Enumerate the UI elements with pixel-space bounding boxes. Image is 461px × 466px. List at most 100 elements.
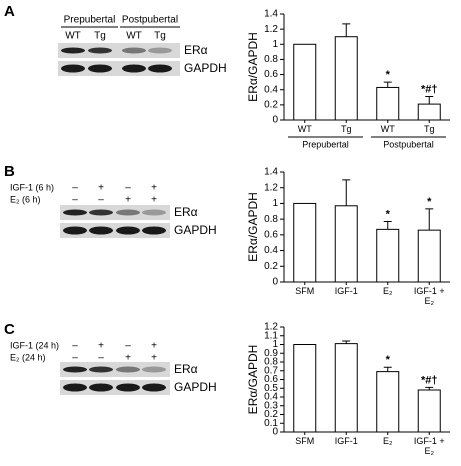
- blot-band: [148, 64, 172, 73]
- error-bar: [425, 386, 434, 390]
- sign: +: [151, 183, 157, 194]
- bar: [376, 371, 400, 433]
- sign: –: [98, 353, 104, 364]
- significance: *: [427, 196, 432, 208]
- y-tick-label: 0.6: [264, 69, 278, 80]
- x-tick-label: IGF-1: [334, 286, 358, 296]
- error-bar: [383, 221, 392, 230]
- blot-band: [63, 383, 87, 392]
- error-bar: [342, 23, 351, 37]
- sign: +: [98, 183, 104, 194]
- y-tick-label: 0.1: [264, 418, 278, 429]
- lane-label: Tg: [94, 31, 106, 42]
- error-bar: [425, 208, 434, 231]
- blot-strip: [60, 380, 170, 395]
- blot-band: [122, 47, 146, 54]
- y-tick-label: 0.6: [264, 229, 278, 240]
- band-label: ERα: [174, 205, 198, 219]
- x-tick-label-box: IGF-1: [335, 436, 358, 446]
- blot-strip: [60, 223, 170, 238]
- x-tick-label-box: WT: [297, 124, 312, 134]
- y-tick-label: 0.8: [264, 357, 278, 368]
- error-bar: [383, 81, 392, 88]
- y-tick-label: 1.2: [264, 24, 278, 35]
- sign: –: [72, 341, 78, 352]
- sign: +: [125, 195, 131, 206]
- bar: [293, 202, 317, 283]
- x-tick-label-box: E₂: [383, 436, 393, 446]
- bar: [417, 389, 441, 433]
- blot-band: [142, 383, 166, 392]
- significance: *: [386, 208, 391, 220]
- blot-band: [63, 226, 87, 235]
- y-tick-label: 1.2: [264, 182, 278, 193]
- y-tick-label: 0.8: [264, 54, 278, 65]
- blot-header: Prepubertal: [64, 15, 116, 26]
- bar: [293, 344, 317, 433]
- band-label: ERα: [184, 43, 208, 57]
- sign: –: [125, 341, 131, 352]
- x-tick-label: IGF-1 + E₂: [413, 286, 445, 306]
- bar: [376, 86, 400, 121]
- bar: [334, 205, 358, 283]
- y-tick-label: 0.4: [264, 84, 278, 95]
- x-tick-label: SFM: [295, 436, 315, 446]
- lane-label: Tg: [154, 31, 166, 42]
- blot-band: [63, 366, 87, 373]
- blot-band: [142, 366, 166, 373]
- x-tick-label: E₂: [383, 286, 393, 296]
- x-tick-label-box: E₂: [383, 286, 393, 296]
- blot-band: [88, 64, 112, 73]
- y-tick-label: 0: [272, 427, 278, 438]
- y-axis-label: ERα/GAPDH: [246, 32, 260, 102]
- row-label: E₂ (6 h): [10, 194, 41, 204]
- blot-band: [63, 209, 87, 216]
- band-label: GAPDH: [174, 223, 217, 237]
- y-tick-label: 0.6: [264, 374, 278, 385]
- sign: +: [151, 341, 157, 352]
- blot-strip: [58, 43, 180, 58]
- blot-strip: [58, 61, 180, 76]
- blot-band: [89, 366, 113, 373]
- bar: [334, 343, 358, 433]
- error-bar: [383, 366, 392, 372]
- blot-band: [142, 226, 166, 235]
- y-tick-label: 1: [272, 339, 278, 350]
- x-tick-label-box: SFM: [295, 436, 315, 446]
- row-label: E₂ (24 h): [10, 352, 46, 362]
- blot-band: [61, 64, 85, 73]
- sign: –: [98, 195, 104, 206]
- blot-band: [116, 226, 140, 235]
- sign: +: [125, 353, 131, 364]
- blot-band: [116, 383, 140, 392]
- lane-label: WT: [65, 31, 81, 42]
- sign: +: [98, 341, 104, 352]
- y-tick-label: 0.7: [264, 365, 278, 376]
- significance: *#†: [421, 83, 438, 95]
- y-tick-label: 1: [272, 198, 278, 209]
- row-label: IGF-1 (24 h): [10, 340, 59, 350]
- y-axis-label: ERα/GAPDH: [246, 192, 260, 262]
- y-tick-label: 0.4: [264, 392, 278, 403]
- blot-band: [89, 209, 113, 216]
- panel-letter: A: [4, 3, 15, 20]
- x-tick-label: WT: [297, 124, 312, 134]
- x-tick-label-box: Tg: [424, 124, 435, 134]
- significance: *: [386, 69, 391, 81]
- x-tick-label-box: WT: [381, 124, 395, 134]
- group-label: Postpubertal: [383, 139, 434, 149]
- blot-band: [89, 383, 113, 392]
- x-tick-label: SFM: [295, 286, 315, 296]
- sign: –: [72, 353, 78, 364]
- y-tick-label: 0.3: [264, 400, 278, 411]
- sign: –: [125, 183, 131, 194]
- blot-band: [116, 209, 140, 216]
- y-tick-label: 1.4: [264, 167, 278, 178]
- y-tick-label: 1.4: [264, 9, 278, 20]
- y-tick-label: 0.9: [264, 348, 278, 359]
- x-tick-label-box: IGF-1: [334, 286, 358, 296]
- panel-letter: B: [4, 163, 15, 180]
- y-tick-label: 0: [272, 277, 278, 288]
